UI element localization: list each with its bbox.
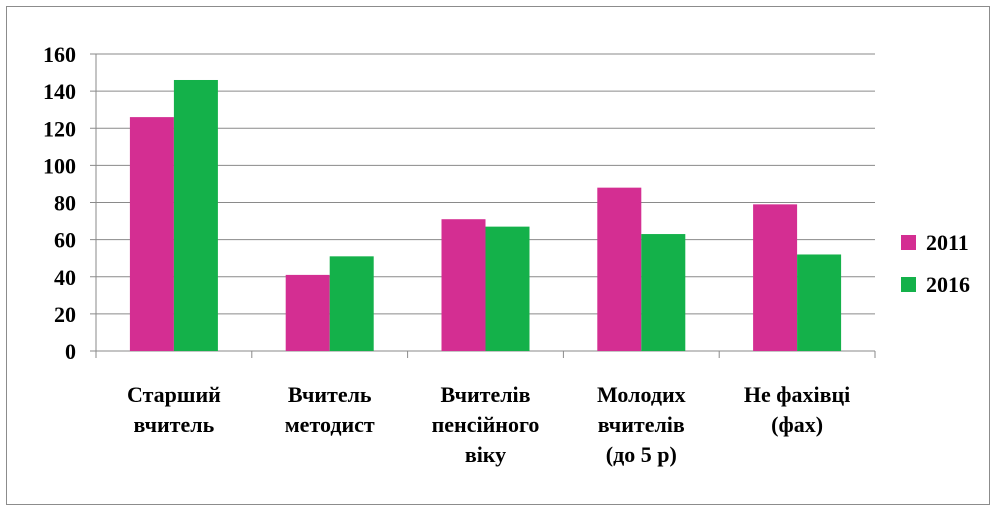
legend-swatch-2011 xyxy=(901,235,916,250)
bar-2016 xyxy=(797,254,842,351)
x-category-label-line: Не фахівці xyxy=(744,382,850,407)
x-category-label: Молодих вчителів (до 5 р) xyxy=(597,382,686,467)
y-tick-label: 160 xyxy=(43,42,76,67)
x-category-label: Вчителів пенсійного віку xyxy=(432,382,540,467)
bar-2011 xyxy=(441,219,486,351)
x-category-label-line: методист xyxy=(285,412,375,437)
bar-2016 xyxy=(641,234,686,351)
x-category-label-line: пенсійного xyxy=(432,412,540,437)
x-category-label: Вчитель методист xyxy=(285,382,375,437)
x-category-label-line: Вчитель xyxy=(288,382,372,407)
bar-2016 xyxy=(485,226,530,351)
bar-2011 xyxy=(753,204,798,351)
legend-label-2016: 2016 xyxy=(926,272,970,297)
y-tick-label: 120 xyxy=(43,116,76,141)
y-tick-label: 100 xyxy=(43,153,76,178)
bar-2011 xyxy=(597,187,642,351)
x-category-label-line: Старший xyxy=(127,382,221,407)
bar-2011 xyxy=(285,274,330,351)
x-category-label: Не фахівці (фах) xyxy=(744,382,850,437)
x-category-label: Старший вчитель xyxy=(127,382,221,437)
bar-2011 xyxy=(129,117,174,351)
x-category-label-line: вчитель xyxy=(134,412,215,437)
x-category-label-line: Молодих xyxy=(597,382,686,407)
bar-2016 xyxy=(329,256,374,351)
x-category-label-line: Вчителів xyxy=(440,382,530,407)
y-tick-label: 0 xyxy=(65,339,76,364)
y-tick-label: 20 xyxy=(54,302,76,327)
x-category-label-line: (до 5 р) xyxy=(606,442,677,467)
y-tick-label: 40 xyxy=(54,265,76,290)
legend-label-2011: 2011 xyxy=(926,230,969,255)
y-tick-label: 80 xyxy=(54,191,76,216)
bar-2016 xyxy=(173,79,218,352)
x-category-label-line: (фах) xyxy=(771,412,823,437)
y-tick-label: 140 xyxy=(43,79,76,104)
x-category-label-line: віку xyxy=(465,442,506,467)
legend-swatch-2016 xyxy=(901,277,916,292)
x-category-label-line: вчителів xyxy=(598,412,685,437)
y-tick-label: 60 xyxy=(54,228,76,253)
